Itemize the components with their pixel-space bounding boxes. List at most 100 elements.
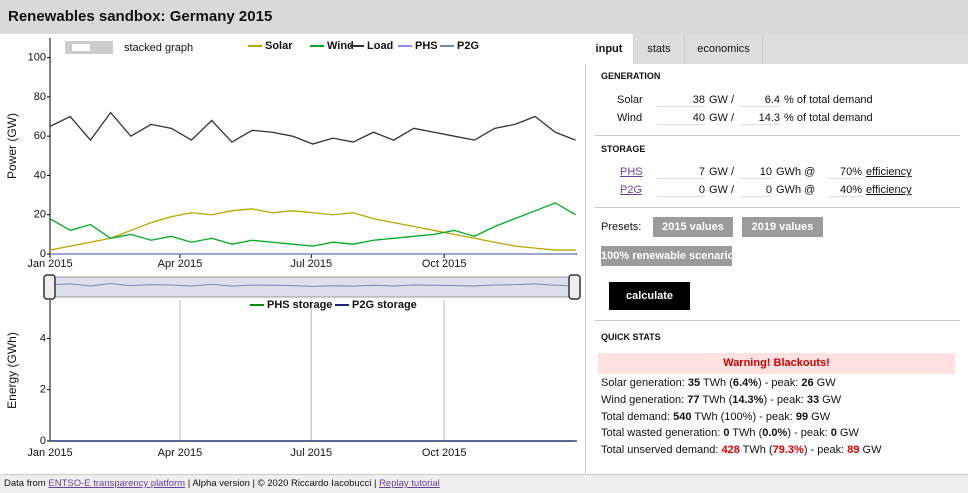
input[interactable]: 7: [657, 166, 705, 179]
range-handle[interactable]: [43, 274, 56, 300]
input[interactable]: 38: [657, 94, 705, 107]
input[interactable]: 70%: [828, 166, 862, 179]
stat-value: 99: [795, 410, 809, 423]
presets-label: Presets:: [601, 221, 642, 233]
row-link[interactable]: P2G: [620, 184, 643, 196]
separator: [595, 135, 960, 136]
page-title: Renewables sandbox: Germany 2015: [8, 8, 273, 25]
y-tick-label: 20: [34, 209, 46, 221]
stat-text: ) - peak:: [763, 393, 807, 406]
warning: Warning! Blackouts!: [598, 353, 955, 374]
tab[interactable]: economics: [685, 34, 763, 64]
stat-text: TWh (100%) - peak:: [691, 410, 796, 423]
stat-value: 26: [801, 377, 814, 389]
y-tick-label: 100: [28, 52, 46, 64]
stat-text: Wind generation:: [601, 393, 688, 406]
stat-text: GW: [859, 444, 882, 457]
footer-text: Data from: [4, 478, 49, 489]
stat-line: Solar generation: 35 TWh (6.4%) - peak: …: [601, 377, 836, 389]
row-label: Wind: [617, 112, 643, 124]
legend-label: Load: [367, 40, 393, 52]
stat-text: ) - peak:: [803, 444, 848, 457]
unit: GW /: [709, 184, 735, 196]
y-tick-label: 60: [34, 130, 46, 142]
input[interactable]: 10: [740, 166, 772, 179]
stat-value: 14.3%: [732, 393, 764, 406]
calculate-button[interactable]: calculate: [609, 282, 690, 310]
separator: [595, 320, 960, 321]
series-line: [49, 111, 576, 145]
link[interactable]: efficiency: [866, 184, 912, 196]
stat-text: Total unserved demand:: [601, 444, 722, 457]
stat-value: 540: [673, 410, 692, 423]
stat-line: Total wasted generation: 0 TWh (0.0%) - …: [601, 427, 859, 439]
legend-label: P2G storage: [352, 299, 417, 311]
stat-text: TWh (: [700, 377, 733, 389]
unit: GW /: [709, 112, 735, 124]
stat-text: GW: [836, 427, 859, 440]
x-tick-label: Jul 2015: [291, 447, 333, 459]
footer-link[interactable]: ENTSO-E transparency platform: [48, 478, 186, 489]
y-tick-label: 0: [40, 435, 46, 447]
toggle-label: stacked graph: [124, 42, 193, 54]
stat-text: GW: [819, 393, 842, 406]
preset-button[interactable]: 100% renewable scenario: [601, 246, 734, 266]
legend-label: Solar: [265, 40, 293, 52]
series-line: [49, 208, 576, 251]
x-tick-label: Oct 2015: [422, 447, 467, 459]
row-link[interactable]: PHS: [620, 166, 643, 178]
stat-text: Total demand:: [601, 410, 674, 423]
input[interactable]: 0: [740, 184, 772, 197]
tab[interactable]: input: [585, 34, 634, 64]
stat-text: TWh (: [739, 444, 773, 457]
input[interactable]: 14.3: [740, 112, 780, 125]
stat-value: 428: [721, 444, 740, 457]
tab[interactable]: stats: [634, 34, 685, 64]
stat-text: GW: [808, 410, 831, 423]
stat-line: Total unserved demand: 428 TWh (79.3%) -…: [601, 444, 881, 456]
footer-text: | Alpha version | © 2020 Riccardo Iacobu…: [185, 478, 380, 489]
stat-value: 0: [723, 427, 730, 440]
link[interactable]: efficiency: [866, 166, 912, 178]
input[interactable]: 40: [657, 112, 705, 125]
y-tick-label: 4: [40, 332, 46, 344]
stat-text: ) - peak:: [757, 377, 802, 389]
row-label: Solar: [617, 94, 643, 106]
x-tick-label: Jan 2015: [27, 258, 72, 270]
navigator-line: [49, 283, 576, 287]
tab-bar: [585, 34, 968, 64]
unit: GWh @: [776, 166, 816, 178]
series-line: [49, 202, 576, 247]
stat-text: GW: [813, 377, 836, 389]
y-tick-label: 0: [40, 248, 46, 260]
unit: GW /: [709, 166, 735, 178]
stat-value: 35: [687, 377, 701, 389]
footer-link[interactable]: Replay tutorial: [379, 478, 440, 489]
y-axis-label: Power (GW): [5, 113, 19, 179]
preset-button[interactable]: 2019 values: [742, 217, 823, 237]
range-handle[interactable]: [568, 274, 581, 300]
x-tick-label: Jan 2015: [27, 447, 72, 459]
input[interactable]: 40%: [828, 184, 862, 197]
stat-value: 77: [687, 393, 700, 406]
stat-text: TWh (: [729, 427, 763, 440]
legend-label: PHS storage: [267, 299, 332, 311]
input[interactable]: 6.4: [740, 94, 780, 107]
legend-label: PHS: [415, 40, 438, 52]
stat-value: 33: [806, 393, 820, 406]
y-tick-label: 40: [34, 169, 46, 181]
stat-value: 89: [847, 444, 860, 457]
x-tick-label: Jul 2015: [291, 258, 333, 270]
unit: % of total demand: [784, 94, 873, 106]
section-heading: STORAGE: [601, 144, 646, 154]
stat-text: ) - peak:: [787, 427, 831, 440]
unit: % of total demand: [784, 112, 873, 124]
y-axis-label: Energy (GWh): [5, 332, 19, 409]
preset-button[interactable]: 2015 values: [653, 217, 733, 237]
navigator: [49, 276, 576, 298]
legend-label: Wind: [327, 40, 354, 52]
title-bar: [0, 0, 968, 34]
input[interactable]: 0: [657, 184, 705, 197]
